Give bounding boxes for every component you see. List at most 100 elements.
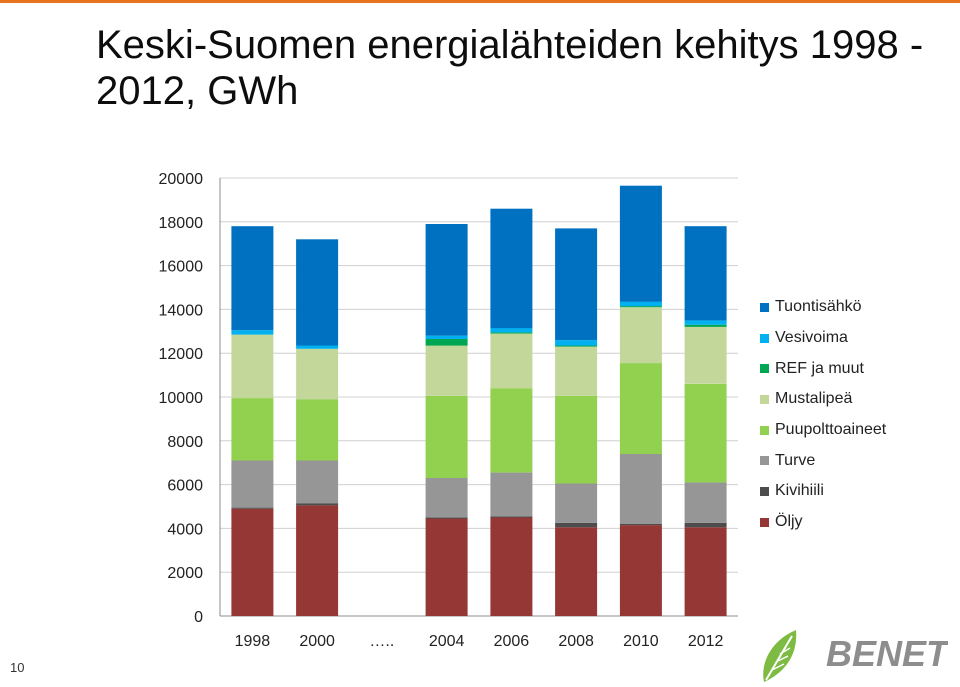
legend-label: Turve [775,451,816,469]
bar-segment [425,345,468,396]
legend-swatch [760,394,769,404]
slide-title: Keski-Suomen energialähteiden kehitys 19… [96,23,924,113]
bar-segment [425,517,468,519]
benet-logo: BENET [763,630,948,682]
bar-segment [619,363,662,454]
bar-segment [684,522,727,528]
bar-segment [490,516,533,518]
legend-label: Kivihiili [775,482,824,500]
bar-segment [425,224,468,336]
legend-item: Turve [760,445,886,476]
bar-segment [619,307,662,363]
leaf-icon [763,630,797,682]
legend-item: REF ja muut [760,353,886,384]
bar-segment [555,345,598,347]
legend-label: Öljy [775,513,803,531]
legend-item: Kivihiili [760,476,886,507]
bar-segment [619,453,662,524]
bar-segment [684,324,727,327]
legend-item: Puupolttoaineet [760,415,886,446]
legend-swatch [760,425,769,435]
bar-segment [231,226,274,331]
bar-segment [296,345,339,349]
bar-segment [296,399,339,461]
y-tick-label: 12000 [159,346,204,363]
bar-segment [619,525,662,616]
bar-segment [231,460,274,508]
bar-segment [684,226,727,321]
x-tick-label: 2010 [623,633,659,650]
bar-segment [490,388,533,473]
legend-swatch [760,364,769,374]
legend-swatch [760,333,769,343]
legend-swatch [760,456,769,466]
legend-label: Tuontisähkö [775,298,862,316]
legend-label: REF ja muut [775,359,864,377]
y-tick-label: 16000 [159,259,204,276]
bar-segment [555,346,598,396]
bar-segment [425,478,468,518]
bar-segment [490,472,533,517]
legend-item: Vesivoima [760,323,886,354]
legend-label: Vesivoima [775,329,848,347]
bar-segment [425,518,468,616]
y-tick-label: 18000 [159,215,204,232]
bar-segment [490,517,533,616]
bar-segment [296,239,339,346]
bar-segment [231,507,274,509]
bar-segment [296,503,339,506]
x-tick-label: 2004 [429,633,465,650]
bar-segment [619,301,662,307]
bar-segment [684,320,727,325]
bar-segment [619,524,662,526]
y-tick-label: 4000 [167,521,203,538]
legend-item: Tuontisähkö [760,292,886,323]
y-tick-label: 6000 [167,478,203,495]
y-tick-label: 14000 [159,302,204,319]
bar-segment [231,508,274,616]
bar-segment [296,505,339,616]
y-tick-label: 8000 [167,434,203,451]
bar-segment [231,330,274,335]
y-tick-label: 2000 [167,565,203,582]
bar-segment [555,340,598,346]
x-tick-label: 2000 [299,633,335,650]
legend-item: Mustalipeä [760,384,886,415]
bar-segment [490,328,533,333]
bar-segment [684,326,727,384]
bar-segment [684,527,727,616]
x-tick-label: 2008 [558,633,594,650]
legend-label: Puupolttoaineet [775,421,887,439]
bar-segment [231,398,274,461]
bar-segment [425,395,468,478]
x-tick-label: ….. [369,633,394,650]
bar-segment [619,306,662,308]
y-tick-label: 0 [194,609,203,626]
bar-segment [490,332,533,334]
bar-segment [555,527,598,616]
benet-logo-text: BENET [826,633,948,674]
title-accent-rule [0,0,960,3]
x-tick-label: 2006 [494,633,530,650]
bar-segment [555,228,598,341]
bar-segment [555,395,598,484]
bar-segment [684,482,727,523]
x-tick-label: 2012 [688,633,724,650]
y-tick-label: 20000 [159,171,204,188]
bar-segment [555,483,598,523]
bar-segment [296,460,339,504]
legend-label: Mustalipeä [775,390,853,408]
bar-segment [490,333,533,389]
bar-segment [619,185,662,302]
bar-segment [296,348,339,400]
legend-swatch [760,302,769,312]
legend-item: Öljy [760,507,886,538]
bar-segment [490,208,533,329]
bar-segment [231,334,274,399]
x-tick-label: 1998 [235,633,271,650]
bar-segment [555,522,598,528]
page-number: 10 [10,660,25,675]
bar-segment [425,339,468,346]
bar-segment [425,335,468,339]
y-tick-label: 10000 [159,390,204,407]
